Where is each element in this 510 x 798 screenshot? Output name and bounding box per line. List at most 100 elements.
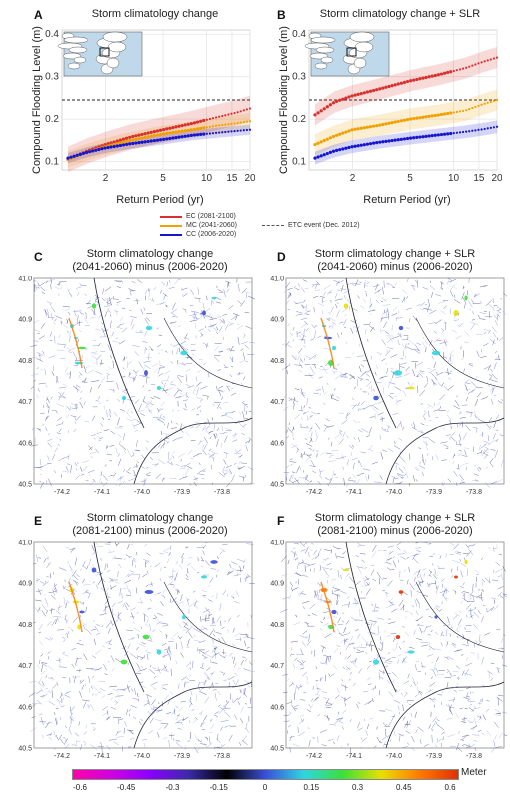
x-tick-label: 15	[226, 173, 238, 184]
data-point	[199, 132, 203, 136]
flood-hotspots	[321, 295, 468, 401]
data-point	[362, 143, 366, 147]
data-point	[375, 124, 379, 128]
data-point	[180, 135, 184, 139]
data-point	[168, 131, 172, 135]
colorbar-tick-label: -0.6	[73, 783, 87, 792]
data-point	[214, 131, 218, 134]
legend-swatch-etc	[262, 225, 284, 226]
data-point	[118, 143, 123, 148]
data-point	[465, 109, 468, 112]
data-point	[81, 151, 86, 156]
data-point	[124, 139, 129, 143]
chart-a: 0.1 0.2 0.3 0.4 2 5 10 15 20	[45, 29, 255, 184]
chart-b-xlabel: Return Period (yr)	[363, 194, 451, 206]
map-f-title-line1: Storm climatology change + SLR	[314, 512, 476, 524]
data-point	[387, 121, 391, 125]
data-point	[149, 139, 153, 143]
data-point	[405, 136, 410, 141]
data-point	[316, 155, 320, 159]
data-point	[66, 156, 70, 160]
lon-tick-label: -73.8	[466, 489, 482, 496]
data-point	[168, 126, 172, 130]
data-point	[353, 144, 357, 148]
data-point	[362, 91, 366, 95]
map-frame	[33, 541, 253, 749]
series-band	[314, 46, 497, 126]
data-point	[248, 107, 252, 110]
panel-letter-f: F	[277, 514, 285, 528]
data-point	[186, 134, 190, 138]
flood-river	[68, 317, 83, 369]
legend-item-mc: MC (2041-2060)	[160, 221, 237, 230]
data-point	[192, 127, 197, 131]
data-point	[245, 120, 249, 123]
data-point	[155, 138, 160, 142]
lat-tick-label: 40.6	[18, 704, 32, 711]
data-point	[344, 96, 348, 100]
data-point	[189, 121, 193, 126]
data-point	[384, 85, 388, 89]
colorbar-unit: Meter	[461, 767, 487, 778]
lat-tick-label: 41.0	[270, 540, 284, 547]
data-point	[106, 145, 110, 150]
data-point	[458, 110, 462, 113]
data-point	[402, 137, 407, 141]
data-point	[371, 124, 376, 128]
data-point	[486, 127, 489, 130]
data-point	[362, 126, 366, 130]
data-point	[121, 143, 126, 147]
legend-swatch-cc	[160, 233, 182, 236]
data-point	[436, 133, 440, 137]
map-e-title-line2: (2081-2100) minus (2006-2020)	[72, 525, 228, 537]
data-point	[371, 141, 376, 145]
data-point	[146, 139, 150, 144]
data-point	[455, 131, 458, 134]
data-point	[75, 153, 79, 157]
data-point	[149, 130, 153, 134]
lon-tick-label: -73.9	[174, 753, 190, 760]
map-f-title: Storm climatology change + SLR (2081-210…	[285, 512, 505, 538]
data-point	[128, 139, 132, 143]
data-point	[452, 111, 455, 114]
data-point	[356, 144, 360, 148]
data-point	[495, 56, 499, 59]
data-point	[208, 117, 211, 121]
data-point	[452, 69, 455, 73]
data-point	[405, 117, 410, 122]
data-point	[381, 140, 385, 144]
data-point	[477, 62, 480, 65]
data-point	[480, 103, 483, 106]
data-point	[350, 94, 354, 98]
data-point	[149, 134, 153, 138]
data-point	[387, 139, 391, 143]
data-point	[390, 121, 394, 125]
map-frame	[285, 541, 505, 749]
data-point	[461, 67, 465, 70]
data-point	[174, 130, 178, 134]
x-tick-label: 2	[103, 173, 109, 184]
colorbar-tick-label: -0.3	[165, 783, 180, 792]
data-point	[137, 133, 141, 137]
data-point	[480, 128, 483, 131]
data-point	[236, 111, 239, 114]
data-point	[221, 123, 224, 127]
map-d-title: Storm climatology change + SLR (2041-206…	[285, 248, 505, 274]
data-point	[248, 128, 252, 131]
data-point	[202, 126, 206, 130]
data-point	[402, 80, 407, 84]
data-point	[152, 130, 156, 134]
data-point	[218, 124, 221, 127]
data-point	[199, 126, 203, 130]
data-point	[112, 144, 116, 149]
data-point	[393, 120, 397, 124]
map-c: 41.0 40.9 40.8 40.7 40.6 40.5 -74.2 -74.1 -74.0 -…	[18, 276, 255, 496]
data-point	[319, 140, 323, 144]
y-tick-label: 0.2	[292, 114, 306, 125]
data-point	[124, 142, 129, 147]
lon-tick-label: -73.9	[426, 489, 442, 496]
lon-tick-label: -74.1	[346, 753, 362, 760]
chart-b-title: Storm climatology change + SLR	[319, 8, 481, 20]
chart-a-title: Storm climatology change	[91, 8, 219, 20]
lat-tick-label: 41.0	[18, 276, 32, 283]
